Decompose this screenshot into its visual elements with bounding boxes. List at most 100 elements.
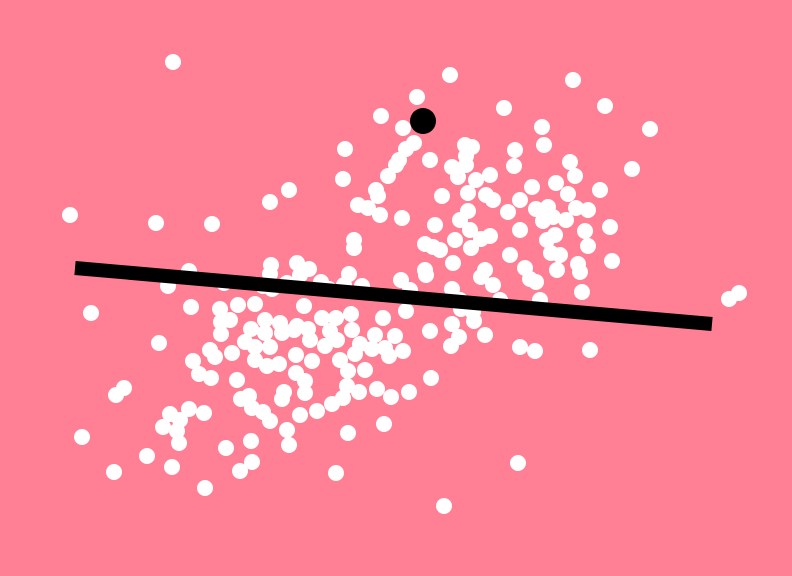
white-dot bbox=[580, 202, 596, 218]
white-dot bbox=[510, 455, 526, 471]
white-dot bbox=[477, 262, 493, 278]
white-dot bbox=[395, 343, 411, 359]
white-dot bbox=[351, 384, 367, 400]
white-dot bbox=[422, 152, 438, 168]
white-dot bbox=[460, 185, 476, 201]
white-dot bbox=[547, 227, 563, 243]
white-dot bbox=[436, 498, 452, 514]
white-dot bbox=[329, 332, 345, 348]
white-dot bbox=[262, 413, 278, 429]
white-dot bbox=[485, 192, 501, 208]
white-dot bbox=[108, 387, 124, 403]
white-dot bbox=[196, 405, 212, 421]
white-dot bbox=[328, 465, 344, 481]
white-dot bbox=[580, 238, 596, 254]
white-dot bbox=[218, 440, 234, 456]
white-dot bbox=[304, 353, 320, 369]
white-dot bbox=[203, 370, 219, 386]
white-dot bbox=[224, 345, 240, 361]
white-dot bbox=[346, 240, 362, 256]
white-dot bbox=[604, 253, 620, 269]
white-dot bbox=[477, 327, 493, 343]
white-dot bbox=[524, 179, 540, 195]
white-dot bbox=[442, 67, 458, 83]
white-dot bbox=[512, 192, 528, 208]
white-dot bbox=[139, 448, 155, 464]
white-dot bbox=[496, 100, 512, 116]
white-dot bbox=[292, 407, 308, 423]
white-dot bbox=[560, 186, 576, 202]
white-dot bbox=[731, 285, 747, 301]
white-dot bbox=[506, 158, 522, 174]
white-dot bbox=[344, 322, 360, 338]
white-dot bbox=[274, 391, 290, 407]
white-dot bbox=[528, 274, 544, 290]
white-dot bbox=[372, 207, 388, 223]
white-dot bbox=[213, 326, 229, 342]
white-dot bbox=[309, 403, 325, 419]
white-dot bbox=[447, 232, 463, 248]
white-dot bbox=[502, 247, 518, 263]
white-dot bbox=[427, 217, 443, 233]
white-dot bbox=[74, 429, 90, 445]
white-dot bbox=[395, 120, 411, 136]
white-dot bbox=[574, 284, 590, 300]
white-dot bbox=[337, 141, 353, 157]
white-dot bbox=[296, 298, 312, 314]
white-dot bbox=[558, 212, 574, 228]
white-dot bbox=[527, 343, 543, 359]
white-dot bbox=[567, 168, 583, 184]
white-dot bbox=[572, 264, 588, 280]
white-dot bbox=[565, 72, 581, 88]
white-dot bbox=[432, 242, 448, 258]
white-dot bbox=[597, 98, 613, 114]
white-dot bbox=[383, 389, 399, 405]
white-dot bbox=[369, 381, 385, 397]
white-dot bbox=[340, 425, 356, 441]
white-dot bbox=[375, 310, 391, 326]
white-dot bbox=[302, 332, 318, 348]
white-dot bbox=[197, 480, 213, 496]
white-dot bbox=[243, 433, 259, 449]
white-dot bbox=[458, 157, 474, 173]
white-dot bbox=[232, 463, 248, 479]
white-dot bbox=[443, 338, 459, 354]
white-dot bbox=[445, 255, 461, 271]
white-dot bbox=[286, 322, 302, 338]
white-dot bbox=[257, 325, 273, 341]
white-dot bbox=[388, 157, 404, 173]
white-dot bbox=[463, 240, 479, 256]
white-dot bbox=[534, 119, 550, 135]
white-dot bbox=[485, 277, 501, 293]
white-dot bbox=[204, 216, 220, 232]
white-dot bbox=[512, 339, 528, 355]
white-dot bbox=[577, 223, 593, 239]
white-dot bbox=[367, 327, 383, 343]
white-dot bbox=[409, 89, 425, 105]
white-dot bbox=[332, 352, 348, 368]
white-dot bbox=[482, 228, 498, 244]
white-dot bbox=[562, 154, 578, 170]
white-dot bbox=[549, 262, 565, 278]
white-dot bbox=[434, 188, 450, 204]
white-dot bbox=[536, 137, 552, 153]
white-dot bbox=[401, 384, 417, 400]
player-ball[interactable] bbox=[410, 108, 436, 134]
white-dot bbox=[230, 297, 246, 313]
white-dot bbox=[183, 299, 199, 315]
white-dot bbox=[381, 348, 397, 364]
white-dot bbox=[155, 419, 171, 435]
white-dot bbox=[482, 167, 498, 183]
white-dot bbox=[394, 210, 410, 226]
white-dot bbox=[83, 305, 99, 321]
white-dot bbox=[417, 262, 433, 278]
white-dot bbox=[262, 339, 278, 355]
white-dot bbox=[357, 362, 373, 378]
white-dot bbox=[171, 435, 187, 451]
white-dot bbox=[548, 175, 564, 191]
white-dot bbox=[582, 342, 598, 358]
white-dot bbox=[281, 182, 297, 198]
white-dot bbox=[642, 121, 658, 137]
